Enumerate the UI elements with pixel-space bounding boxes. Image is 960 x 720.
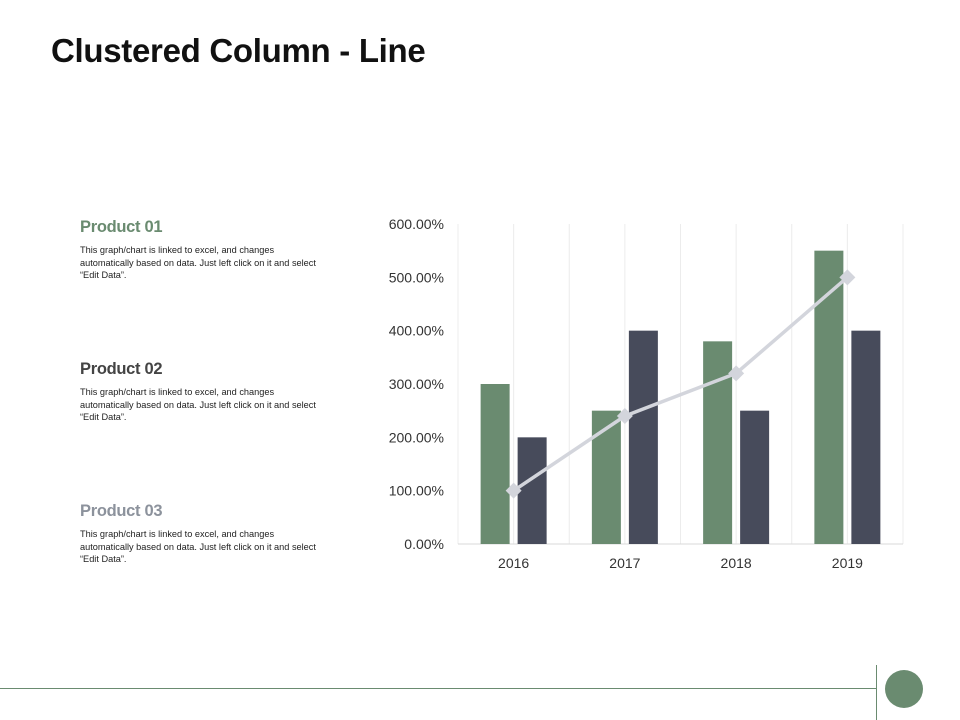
clustered-column-line-chart: 0.00% 100.00% 200.00% 300.00% 400.00% 500.00%…	[389, 216, 904, 571]
x-tick-label: 2018	[721, 555, 752, 571]
product-02-title: Product 02	[80, 360, 163, 378]
line-marker-2016	[505, 482, 522, 499]
product-01-title: Product 01	[80, 218, 163, 236]
product-02-block: Product 02 This graph/chart is linked to…	[80, 360, 330, 424]
y-tick-label: 300.00%	[389, 376, 444, 392]
line-series-1	[512, 276, 849, 493]
y-tick-label: 200.00%	[389, 429, 444, 445]
footer-circle-decoration	[885, 670, 923, 708]
bar-series-2-2016	[517, 437, 547, 544]
bar-series-2-2017	[628, 330, 658, 544]
y-tick-label: 0.00%	[404, 536, 444, 552]
footer-vertical-divider	[876, 665, 877, 720]
bar-series-1-2018	[703, 341, 733, 544]
y-tick-label: 100.00%	[389, 483, 444, 499]
product-02-description: This graph/chart is linked to excel, and…	[80, 387, 316, 422]
product-03-title: Product 03	[80, 502, 163, 520]
product-01-description: This graph/chart is linked to excel, and…	[80, 245, 316, 280]
bar-series-2-2018	[740, 410, 770, 544]
line-marker-2018	[728, 365, 745, 382]
product-03-description: This graph/chart is linked to excel, and…	[80, 529, 316, 564]
line-marker-2019	[839, 269, 856, 286]
page-title: Clustered Column - Line	[51, 32, 426, 69]
y-tick-label: 400.00%	[389, 323, 444, 339]
footer-divider	[0, 688, 876, 689]
bar-series-1-2017	[591, 410, 621, 544]
x-tick-label: 2016	[498, 555, 529, 571]
y-tick-label: 600.00%	[389, 216, 444, 232]
product-03-block: Product 03 This graph/chart is linked to…	[80, 502, 330, 566]
x-tick-label: 2019	[832, 555, 863, 571]
product-01-block: Product 01 This graph/chart is linked to…	[80, 218, 330, 282]
bar-series-2-2019	[851, 330, 881, 544]
y-tick-label: 500.00%	[389, 269, 444, 285]
bar-series-1-2016	[480, 384, 510, 544]
x-tick-label: 2017	[609, 555, 640, 571]
line-marker-2017	[616, 408, 633, 424]
